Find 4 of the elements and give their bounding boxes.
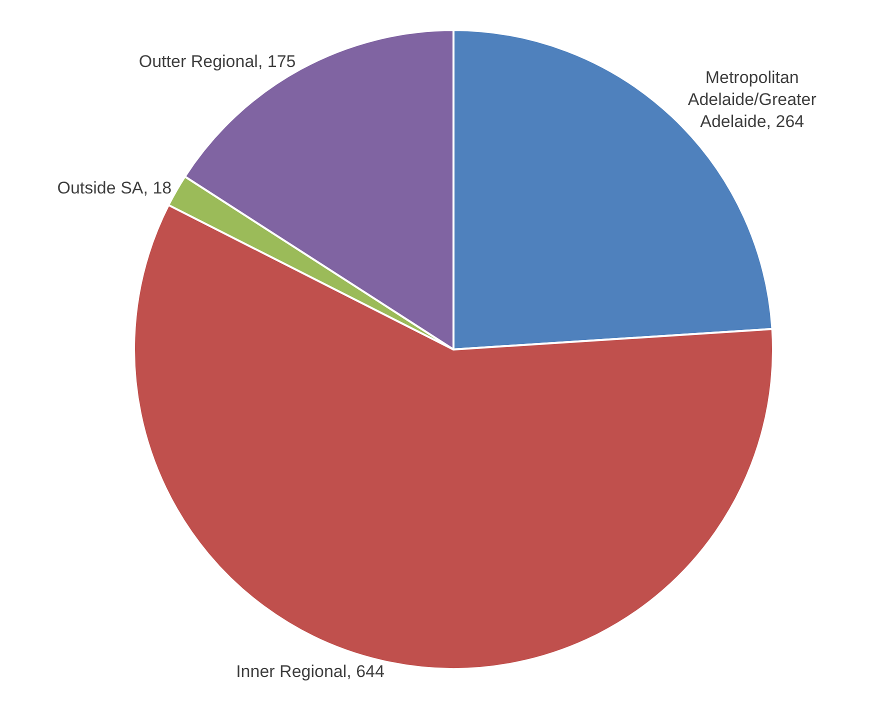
slice-label: Outter Regional, 175 bbox=[138, 52, 296, 72]
slice-label: Outside SA, 18 bbox=[57, 178, 172, 198]
slice-label: Metropolitan Adelaide/Greater Adelaide, 264 bbox=[688, 68, 817, 132]
slice-label: Inner Regional, 644 bbox=[236, 662, 384, 682]
